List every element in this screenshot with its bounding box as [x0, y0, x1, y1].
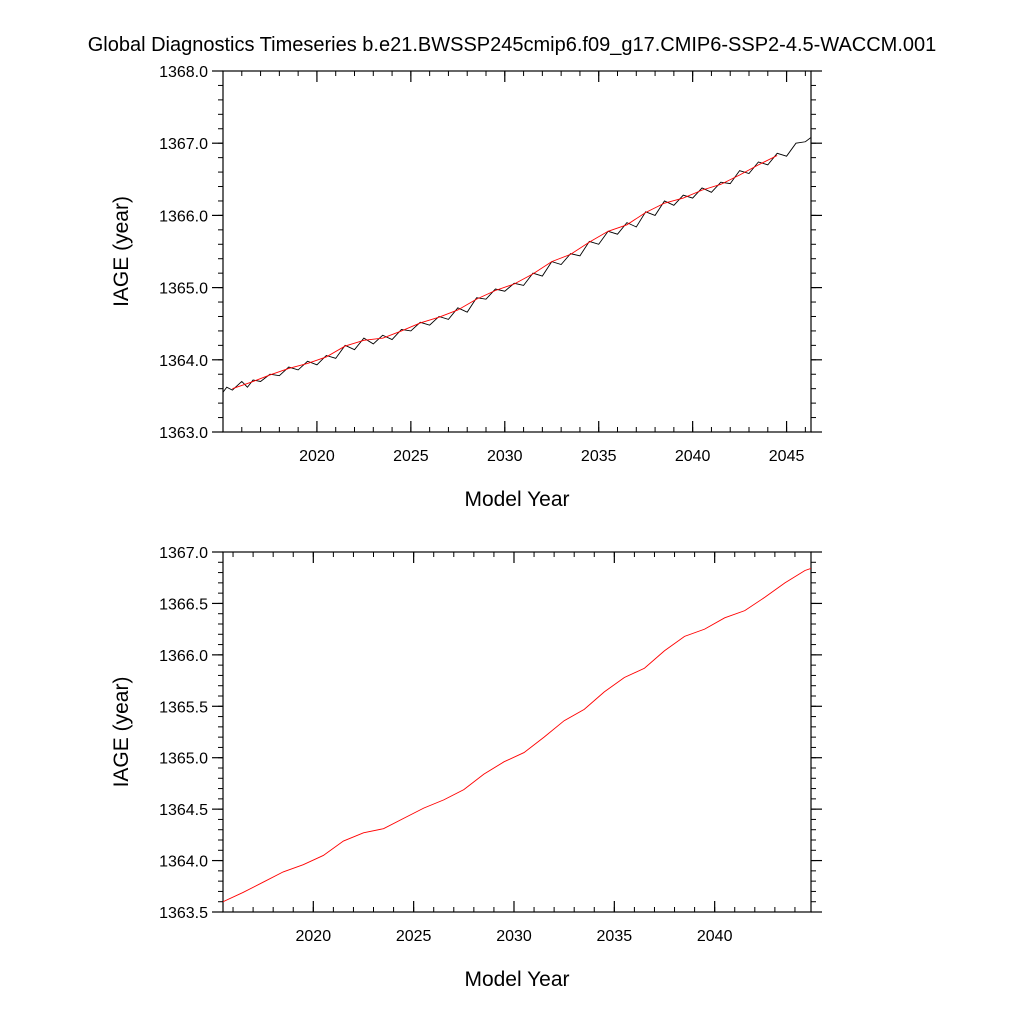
- y-tick-label: 1366.5: [159, 596, 208, 613]
- y-tick-label: 1364.0: [159, 353, 208, 370]
- x-tick-label: 2045: [769, 448, 805, 465]
- x-axis-title: Model Year: [464, 968, 569, 991]
- series-line-0: [223, 137, 811, 393]
- top-chart: 2020 2025 2030 2035 2040 2045 1363.0 1364.0 1365…: [110, 64, 822, 511]
- bottom-chart: 2020 2025 2030 2035 2040 1363.5 1364.0 1364.5 13…: [110, 545, 822, 991]
- y-tick-label: 1367.0: [159, 136, 208, 153]
- y-tick-label: 1367.0: [159, 545, 208, 562]
- series-line-0: [223, 568, 811, 903]
- x-tick-label: 2040: [697, 928, 733, 945]
- plot-frame: [222, 551, 812, 913]
- y-tick-label: 1363.5: [159, 905, 208, 922]
- x-tick-label: 2025: [396, 928, 432, 945]
- x-tick-label: 2040: [675, 448, 711, 465]
- x-tick-label: 2035: [581, 448, 617, 465]
- page-title: Global Diagnostics Timeseries b.e21.BWSS…: [87, 34, 937, 56]
- y-tick-label: 1365.5: [159, 699, 208, 716]
- x-tick-label: 2025: [393, 448, 429, 465]
- x-tick-label: 2030: [487, 448, 523, 465]
- x-axis-title: Model Year: [464, 488, 569, 511]
- y-tick-label: 1366.0: [159, 648, 208, 665]
- plot-frame: [222, 70, 812, 433]
- y-tick-label: 1365.0: [159, 281, 208, 298]
- x-tick-label: 2020: [299, 448, 335, 465]
- y-axis-title: IAGE (year): [110, 196, 133, 307]
- x-tick-label: 2020: [296, 928, 332, 945]
- y-tick-label: 1365.0: [159, 751, 208, 768]
- y-tick-label: 1366.0: [159, 208, 208, 225]
- x-tick-label: 2035: [597, 928, 633, 945]
- x-tick-label: 2030: [496, 928, 532, 945]
- y-tick-label: 1368.0: [159, 64, 208, 81]
- y-tick-label: 1364.0: [159, 854, 208, 871]
- y-tick-label: 1363.0: [159, 425, 208, 442]
- y-axis-title: IAGE (year): [110, 677, 133, 788]
- series-line-1: [232, 155, 778, 390]
- y-tick-label: 1364.5: [159, 802, 208, 819]
